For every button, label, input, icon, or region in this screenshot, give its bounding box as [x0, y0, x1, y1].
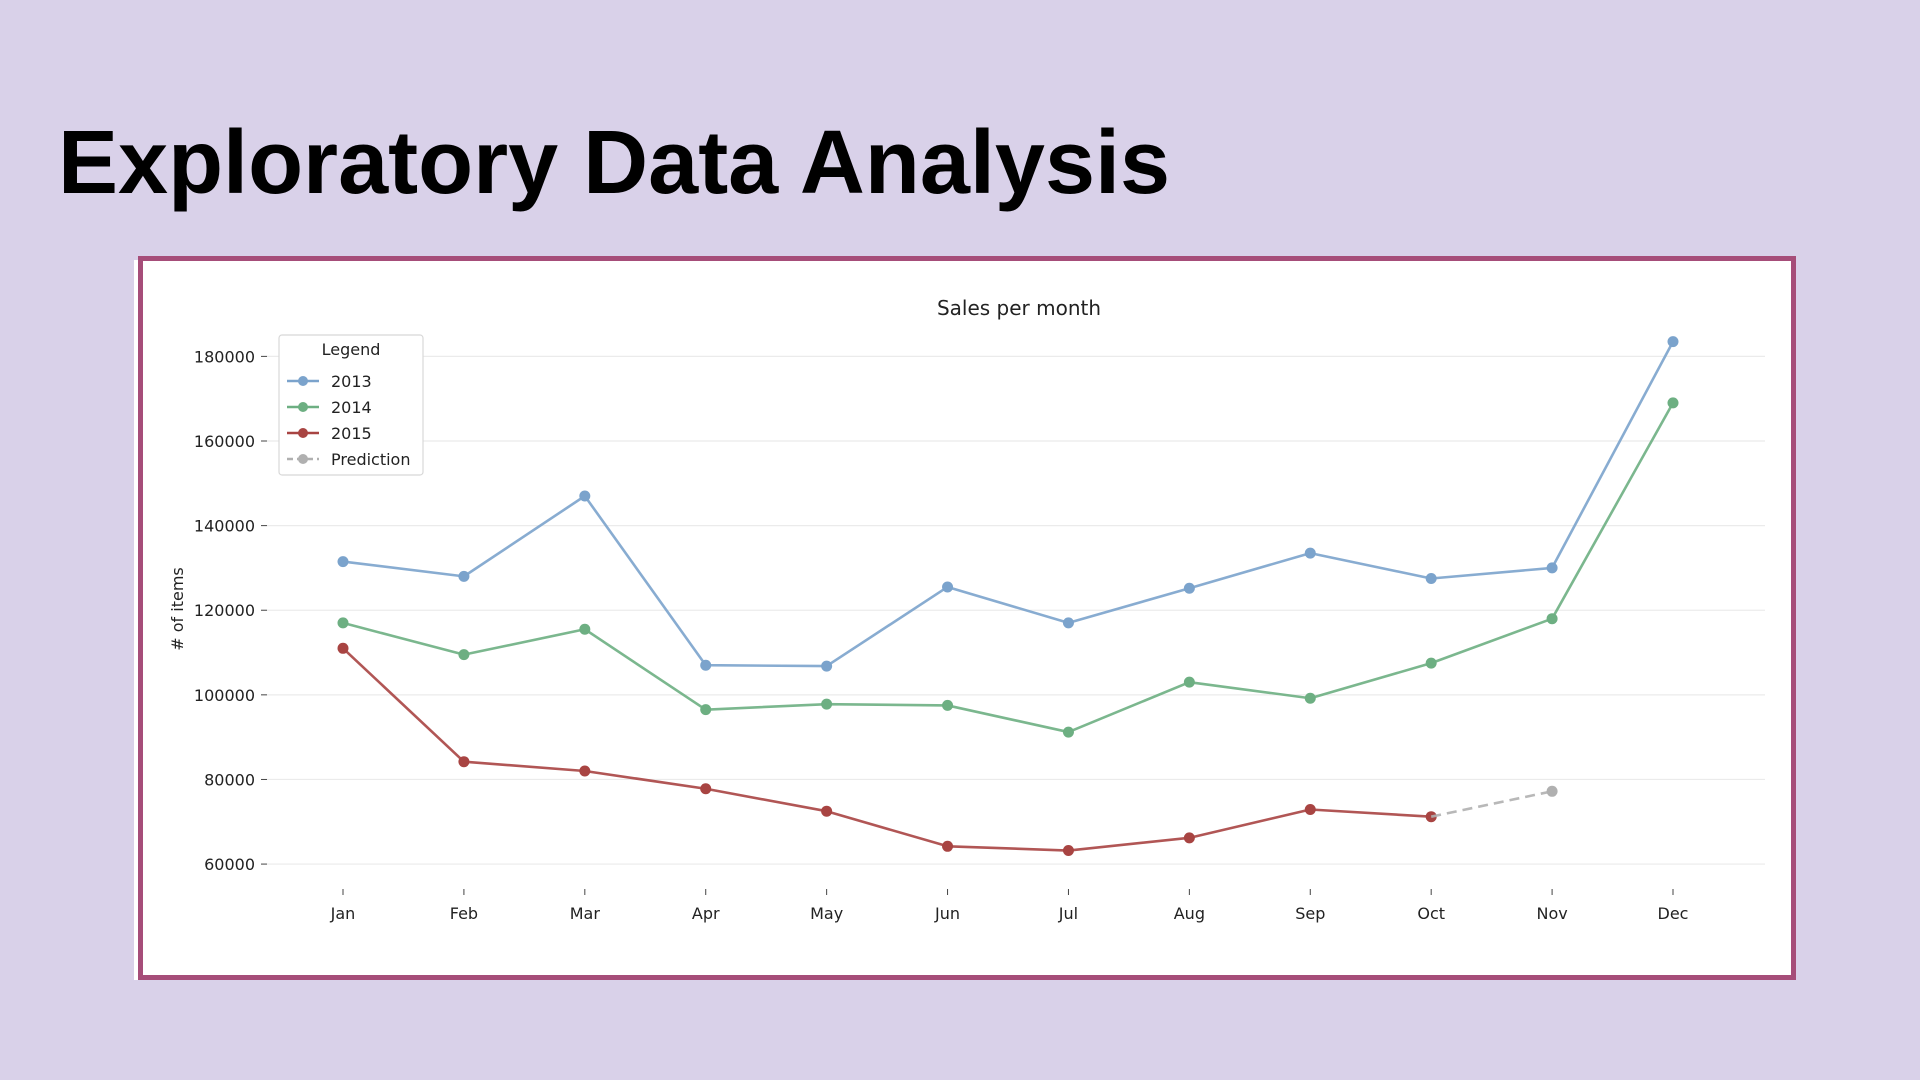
x-tick-label: Aug: [1174, 904, 1205, 923]
x-tick-label: Jul: [1058, 904, 1078, 923]
series-lines: [337, 336, 1679, 857]
x-tick-label: Nov: [1536, 904, 1567, 923]
sales-line-chart: Sales per month # of items 60000 80000 100…: [168, 296, 1765, 923]
data-point-2013: [1062, 617, 1074, 629]
legend-marker-2013: [298, 376, 308, 386]
legend-marker-2015: [298, 428, 308, 438]
data-point-2015: [1183, 832, 1195, 844]
data-point-2015: [821, 805, 833, 817]
chart-title: Sales per month: [937, 296, 1101, 320]
x-tick-label: Oct: [1417, 904, 1445, 923]
y-tick-label: 80000: [204, 770, 255, 789]
legend-box: [278, 334, 424, 476]
data-point-2014: [579, 623, 591, 635]
chart-frame: Sales per month # of items 60000 80000 100…: [134, 256, 1796, 980]
data-point-2014: [1667, 397, 1679, 409]
data-point-2013: [1183, 582, 1195, 594]
x-tick-label: Mar: [570, 904, 601, 923]
y-tick-label: 100000: [194, 686, 255, 705]
x-tick-label: Sep: [1295, 904, 1325, 923]
data-point-2013: [1425, 573, 1437, 584]
series-line-2015: [342, 647, 1432, 852]
data-point-2014: [821, 698, 833, 710]
axes: 60000 80000 100000 120000 140000 160000 180000…: [194, 347, 1689, 923]
data-point-2014: [942, 699, 954, 711]
data-point-2014: [1425, 657, 1437, 669]
data-point-2013: [579, 490, 591, 502]
y-axis-label: # of items: [168, 567, 187, 650]
data-point-2015: [1062, 845, 1074, 857]
data-point-2015: [337, 642, 349, 654]
y-tick-label: 180000: [194, 347, 255, 366]
series-line-2013: [342, 340, 1675, 668]
x-tick-label: May: [810, 904, 843, 923]
legend-marker-prediction: [298, 454, 308, 464]
y-tick-label: 120000: [194, 601, 255, 620]
data-point-2015: [579, 765, 591, 777]
data-point-2014: [1062, 726, 1074, 738]
data-point-2015: [458, 756, 470, 768]
data-point-2015: [942, 840, 954, 852]
data-point-2014: [337, 617, 349, 629]
data-point-2014: [1304, 692, 1316, 704]
data-point-2013: [1304, 547, 1316, 559]
legend-marker-2014: [298, 402, 308, 412]
x-tick-label: Jun: [934, 904, 960, 923]
legend-entry-prediction: Prediction: [331, 450, 410, 469]
legend-entry-2015: 2015: [331, 424, 372, 443]
slide-title: Exploratory Data Analysis: [58, 113, 1171, 213]
series-line-2014: [342, 402, 1675, 734]
data-point-2015: [1304, 804, 1316, 815]
data-point-2015: [700, 783, 712, 795]
data-point-2013: [942, 581, 954, 593]
y-tick-label: 60000: [204, 855, 255, 874]
y-tick-label: 160000: [194, 432, 255, 451]
x-tick-label: Feb: [450, 904, 478, 923]
x-tick-label: Jan: [330, 904, 356, 923]
data-point-2013: [821, 660, 833, 672]
x-tick-label: Apr: [692, 904, 720, 923]
data-point-2013: [337, 556, 349, 568]
data-point-prediction: [1546, 785, 1558, 797]
data-point-2014: [700, 704, 712, 716]
data-point-2013: [700, 659, 712, 671]
data-point-2013: [458, 570, 470, 582]
grid-lines: [267, 355, 1765, 865]
x-tick-label: Dec: [1658, 904, 1689, 923]
data-point-2013: [1667, 336, 1679, 348]
series-line-prediction: [1430, 790, 1553, 818]
legend: Legend 2013 2014 2015 Prediction: [278, 334, 424, 476]
legend-entry-2014: 2014: [331, 398, 372, 417]
data-point-2014: [1546, 613, 1558, 625]
data-point-2013: [1546, 562, 1558, 574]
data-point-2014: [1183, 676, 1195, 688]
y-tick-label: 140000: [194, 517, 255, 536]
legend-entry-2013: 2013: [331, 372, 372, 391]
data-point-2014: [458, 649, 470, 661]
legend-title: Legend: [322, 340, 381, 359]
